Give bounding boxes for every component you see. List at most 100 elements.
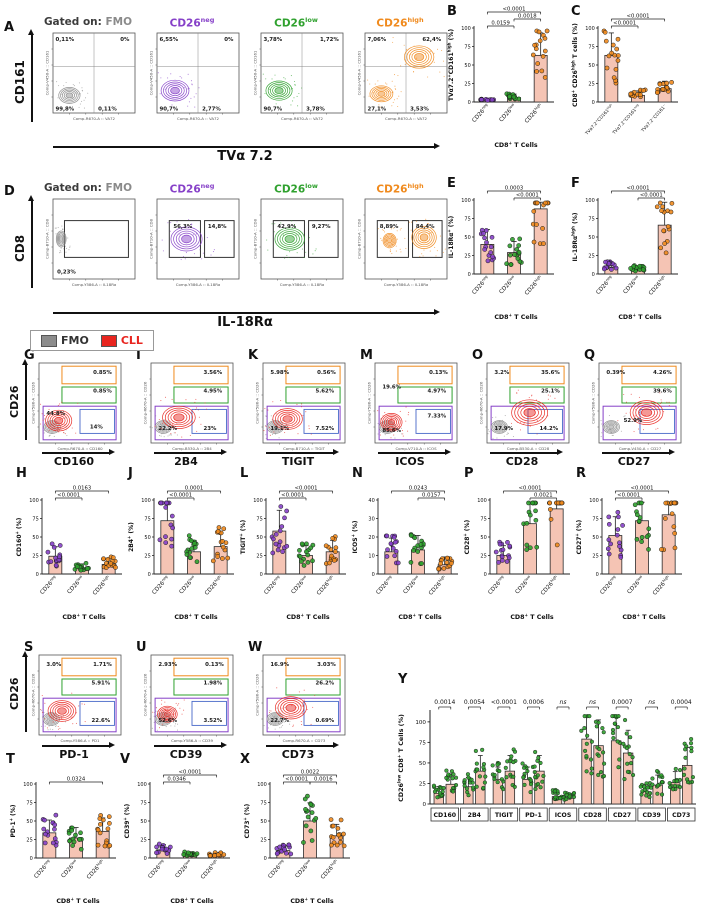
svg-text:4.26%: 4.26% xyxy=(653,370,672,376)
row-d-x-axis-label: IL-18Rα xyxy=(217,315,273,330)
svg-text:CD26high: CD26high xyxy=(427,574,448,597)
svg-text:0.69%: 0.69% xyxy=(315,718,334,724)
svg-text:Comp-Y586-A :: CD26: Comp-Y586-A :: CD26 xyxy=(367,382,372,424)
svg-text:CD27+ (%): CD27+ (%) xyxy=(575,519,583,554)
row-g-y-axis-label: CD26 xyxy=(8,385,21,419)
svg-text:9,27%: 9,27% xyxy=(312,224,331,230)
svg-text:25: 25 xyxy=(480,553,486,559)
bar-chart-cd26low-markers: 0 25 50 75 100 CD26low CD8+ T Cells (%) 0.0014… xyxy=(394,688,704,866)
svg-text:40: 40 xyxy=(368,498,374,504)
x-axis-label-2b4: 2B4 xyxy=(174,455,198,468)
svg-text:14.2%: 14.2% xyxy=(539,426,558,432)
svg-text:CD26low: CD26low xyxy=(626,575,646,596)
x-axis-label-icos: ICOS xyxy=(395,455,425,468)
svg-text:17.9%: 17.9% xyxy=(494,426,513,432)
svg-text:2.93%: 2.93% xyxy=(158,662,177,668)
x-axis-arrow-icon xyxy=(378,449,451,455)
flow-plot-svg-a3: 3,78% 1,72%90,7% 3,78%Comp-V450-A :: CD161… xyxy=(253,32,344,121)
flow-plot-svg-a1: 0,11% 0%99,8% 0,11%Comp-V450-A :: CD161Com… xyxy=(45,32,136,121)
column-title-cd26low: CD26low xyxy=(274,16,318,30)
svg-text:50: 50 xyxy=(464,235,470,241)
svg-text:75: 75 xyxy=(464,216,470,222)
svg-text:30: 30 xyxy=(368,516,374,522)
row-a-y-axis-arrow-icon xyxy=(28,29,34,122)
svg-text:50: 50 xyxy=(256,535,262,541)
svg-text:0.13%: 0.13% xyxy=(429,370,448,376)
x-axis-arrow-icon xyxy=(42,742,115,748)
svg-text:100: 100 xyxy=(585,198,595,204)
svg-text:CD160: CD160 xyxy=(433,812,456,819)
svg-text:4.95%: 4.95% xyxy=(203,389,222,395)
chart-svg-J: 0 25 50 75 100 2B4+ (%) CD26neg CD26lowCD26high… xyxy=(127,485,234,621)
flow-plot-cd26neg-cd161-tva: 6,55% 0% 90,7% 2,77% Comp-V450-A :: CD161 Com… xyxy=(140,30,244,132)
svg-text:0,11%: 0,11% xyxy=(98,107,117,113)
svg-text:Comp-V710-A :: ICOS: Comp-V710-A :: ICOS xyxy=(395,446,437,451)
svg-text:0.39%: 0.39% xyxy=(606,370,625,376)
svg-text:CD26low: CD26low xyxy=(60,859,80,880)
svg-text:2B4+ (%): 2B4+ (%) xyxy=(127,522,135,552)
svg-text:0.0001: 0.0001 xyxy=(185,485,204,491)
svg-text:39.6%: 39.6% xyxy=(653,389,672,395)
svg-text:CD26neg: CD26neg xyxy=(375,575,395,596)
svg-text:<0.0001: <0.0001 xyxy=(631,485,654,491)
svg-text:100: 100 xyxy=(137,782,147,788)
svg-text:Comp-R670-A :: CD26: Comp-R670-A :: CD26 xyxy=(479,381,484,424)
svg-text:50: 50 xyxy=(464,63,470,69)
svg-text:CD26high: CD26high xyxy=(651,574,672,597)
svg-text:0.0163: 0.0163 xyxy=(73,485,92,491)
svg-text:14,8%: 14,8% xyxy=(208,224,227,230)
svg-text:25: 25 xyxy=(26,837,32,843)
svg-text:0.56%: 0.56% xyxy=(317,370,336,376)
svg-text:CD73: CD73 xyxy=(672,812,690,819)
row-g-y-axis-arrow-icon xyxy=(22,359,28,440)
x-axis-arrow-icon xyxy=(42,449,115,455)
svg-text:Comp-R670-A :: CD160: Comp-R670-A :: CD160 xyxy=(57,446,103,451)
flow-plot-svg-s: 3.0% 1.71%5.91%22.6% Comp-R670-A :: CD26Co… xyxy=(31,654,122,743)
chart-svg-L: 0 25 50 75 100 TIGIT+ (%) CD26neg CD26lowCD26hi… xyxy=(239,485,346,621)
svg-text:Comp-B710-A :: CD8: Comp-B710-A :: CD8 xyxy=(357,218,362,259)
svg-text:ns: ns xyxy=(648,699,655,706)
legend-item-fmo: FMO xyxy=(41,334,89,347)
svg-text:<0.0001: <0.0001 xyxy=(516,192,539,198)
chart-svg-B: 0 25 50 75 100 TVα7.2+CD161high (%) CD26neg CD2… xyxy=(447,6,554,149)
chart-svg-C: 0 25 50 75 100 CD8+ CD26high T cells (%) TVα7.… xyxy=(571,13,678,137)
svg-text:100: 100 xyxy=(415,720,426,726)
svg-text:0: 0 xyxy=(264,856,267,862)
flow-plot-svg-a4: 7,06% 62,4%27,1% 3,53% Comp-V450-A :: CD161… xyxy=(357,32,448,121)
svg-text:CD26high: CD26high xyxy=(539,574,560,597)
chart-svg-T: 0 25 50 75 100 PD-1+ (%) CD26neg CD26lowCD26hig… xyxy=(9,776,116,905)
svg-text:CD160+ (%): CD160+ (%) xyxy=(15,517,23,556)
svg-text:0.85%: 0.85% xyxy=(93,389,112,395)
panel-letter-j: J xyxy=(128,466,133,481)
svg-text:0.85%: 0.85% xyxy=(93,370,112,376)
flow-plot-svg-w: 16.9% 3.03%26.2%22.7% 0.69% Comp-Y586-A :: … xyxy=(255,654,346,743)
svg-text:CD26high: CD26high xyxy=(85,858,106,881)
x-axis-arrow-icon xyxy=(490,449,563,455)
column-title-cd26low: CD26low xyxy=(274,182,318,196)
svg-text:14%: 14% xyxy=(90,425,104,431)
svg-text:50: 50 xyxy=(140,819,146,825)
svg-text:CD26high: CD26high xyxy=(523,102,544,125)
svg-text:CD26high: CD26high xyxy=(203,574,224,597)
svg-text:20: 20 xyxy=(368,535,374,541)
svg-text:25: 25 xyxy=(140,837,146,843)
flow-plot-cd26-cd27: 0.39% 4.26% 39.6% 52.9% Comp-Y586-A :: CD26 C… xyxy=(582,360,686,462)
svg-text:10: 10 xyxy=(368,553,374,559)
svg-text:75: 75 xyxy=(260,800,266,806)
svg-text:Comp-B710-A :: CD8: Comp-B710-A :: CD8 xyxy=(149,218,154,259)
svg-text:25: 25 xyxy=(592,553,598,559)
flow-plot-svg-g: 0.85%0.85%44.8%14%Comp-Y586-A :: CD26Com… xyxy=(31,362,122,451)
flow-plot-cd26neg-cd8-il18ra: 56,3% 14,8% Comp-B710-A :: CD8 Comp-Y586-A … xyxy=(140,196,244,298)
column-title-cd26high: CD26high xyxy=(376,182,424,196)
panel-letter-r: R xyxy=(576,466,587,481)
svg-text:52.6%: 52.6% xyxy=(158,718,177,724)
svg-text:23%: 23% xyxy=(203,426,217,432)
flow-plot-svg-d4: 8,89% 84,4% Comp-B710-A :: CD8Comp-Y586-A … xyxy=(357,198,448,287)
svg-text:90,7%: 90,7% xyxy=(263,107,282,113)
svg-text:Comp-Y586-A :: CD26: Comp-Y586-A :: CD26 xyxy=(591,382,596,424)
flow-plot-fmo-cd161-tva: 0,11% 0% 99,8% 0,11% Comp-V450-A :: CD161 Com… xyxy=(36,30,140,132)
svg-text:0: 0 xyxy=(484,572,487,578)
svg-text:8,89%: 8,89% xyxy=(380,224,399,230)
svg-text:CD26neg: CD26neg xyxy=(487,575,507,596)
